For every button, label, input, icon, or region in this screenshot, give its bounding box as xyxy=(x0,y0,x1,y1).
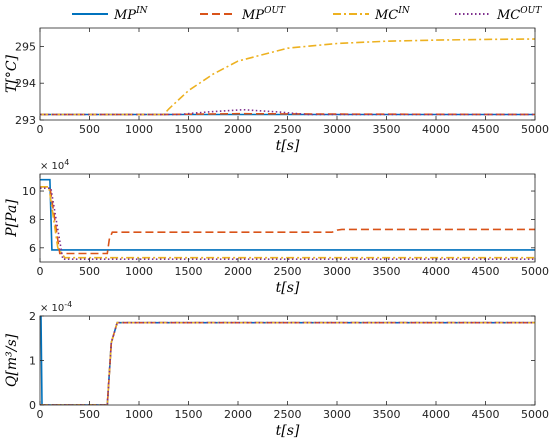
panel-3: 0 500 1000 1500 2000 2500 3000 3500 4000 4500 5000… xyxy=(4,300,549,439)
axes-box xyxy=(39,315,536,406)
y-axis-label: Q[m³/s] xyxy=(4,333,20,387)
x-tick-label: 2000 xyxy=(224,265,252,278)
x-axis-label: t[s] xyxy=(276,280,300,296)
x-tick-label: 1500 xyxy=(175,408,203,421)
series-group xyxy=(40,38,535,116)
x-tick-label: 3500 xyxy=(373,265,401,278)
y-tick-label: 293 xyxy=(15,114,36,127)
x-tick-label: 1500 xyxy=(175,265,203,278)
x-tick-label: 0 xyxy=(37,265,44,278)
x-axis-label: t[s] xyxy=(276,423,300,439)
series-group xyxy=(40,316,535,405)
x-tick-label: 4500 xyxy=(472,265,500,278)
x-tick-label: 4500 xyxy=(472,408,500,421)
x-tick-label: 3500 xyxy=(373,408,401,421)
panels: 0 500 1000 1500 2000 2500 3000 3500 4000 4500 5000… xyxy=(4,27,549,439)
x-tick-label: 4000 xyxy=(422,123,450,136)
y-scale-multiplier: × 104 xyxy=(40,158,69,172)
series-line-mp-in xyxy=(40,178,535,251)
x-tick-label: 2500 xyxy=(274,123,302,136)
series-line-mc-out xyxy=(40,187,535,261)
legend: MPIN MPOUT MCIN MCOUT xyxy=(72,6,542,23)
legend-item-mp-in: MPIN xyxy=(72,6,149,23)
x-tick-label: 3000 xyxy=(323,123,351,136)
legend-item-mc-in: MCIN xyxy=(333,6,411,23)
y-scale-multiplier: × 10-4 xyxy=(40,300,72,314)
series-line-mp-out xyxy=(40,112,535,116)
x-tick-label: 0 xyxy=(37,408,44,421)
legend-label: MCIN xyxy=(374,6,411,23)
series-line-mc-in xyxy=(40,321,535,405)
x-tick-label: 4000 xyxy=(422,408,450,421)
x-tick-label: 5000 xyxy=(521,408,549,421)
legend-label: MCOUT xyxy=(496,6,542,23)
x-axis-label: t[s] xyxy=(276,138,300,154)
x-tick-label: 1000 xyxy=(125,123,153,136)
x-tick-label: 500 xyxy=(79,408,100,421)
legend-label-base: MC xyxy=(496,8,520,23)
y-tick-label: 10 xyxy=(22,185,36,198)
x-tick-label: 2000 xyxy=(224,123,252,136)
legend-label-sup: OUT xyxy=(520,6,542,16)
y-tick-label: 2 xyxy=(29,310,36,323)
x-tick-label: 2000 xyxy=(224,408,252,421)
series-line-mc-in xyxy=(40,186,535,259)
series-group xyxy=(40,178,535,261)
legend-item-mc-out: MCOUT xyxy=(455,6,542,23)
legend-item-mp-out: MPOUT xyxy=(200,6,286,23)
y-axis-label: T[°C] xyxy=(4,54,20,93)
panel-1: 0 500 1000 1500 2000 2500 3000 3500 4000 4500 5000… xyxy=(4,27,549,154)
legend-label-sup: OUT xyxy=(264,6,286,16)
y-tick-label: 295 xyxy=(15,40,36,53)
x-tick-label: 4500 xyxy=(472,123,500,136)
legend-label-base: MP xyxy=(241,8,264,23)
x-tick-label: 4000 xyxy=(422,265,450,278)
series-line-mc-in xyxy=(40,38,535,116)
series-line-mp-out xyxy=(40,186,535,255)
y-tick-label: 0 xyxy=(29,399,36,412)
legend-label-sup: IN xyxy=(135,6,149,16)
x-tick-label: 5000 xyxy=(521,265,549,278)
y-tick-label: 294 xyxy=(15,77,36,90)
y-axis-label: P[Pa] xyxy=(4,199,20,238)
x-tick-label: 2500 xyxy=(274,408,302,421)
x-tick-label: 3000 xyxy=(323,265,351,278)
panel-2: 0 500 1000 1500 2000 2500 3000 3500 4000 4500 5000… xyxy=(4,158,549,296)
legend-label: MPOUT xyxy=(241,6,286,23)
legend-label: MPIN xyxy=(113,6,149,23)
legend-label-sup: IN xyxy=(397,6,411,16)
x-tick-label: 2500 xyxy=(274,265,302,278)
x-tick-label: 3000 xyxy=(323,408,351,421)
x-tick-label: 1000 xyxy=(125,265,153,278)
series-line-mp-in xyxy=(40,316,535,405)
x-tick-label: 0 xyxy=(37,123,44,136)
axes-box xyxy=(39,173,536,263)
y-tick-label: 1 xyxy=(29,355,36,368)
x-tick-label: 500 xyxy=(79,265,100,278)
axes-box xyxy=(39,27,536,121)
legend-label-base: MP xyxy=(113,8,136,23)
x-tick-label: 3500 xyxy=(373,123,401,136)
y-tick-label: 8 xyxy=(29,213,36,226)
y-tick-label: 6 xyxy=(29,242,36,255)
series-line-mp-out xyxy=(40,321,535,405)
x-tick-label: 500 xyxy=(79,123,100,136)
legend-label-base: MC xyxy=(374,8,398,23)
x-tick-label: 1500 xyxy=(175,123,203,136)
x-tick-label: 1000 xyxy=(125,408,153,421)
x-tick-label: 5000 xyxy=(521,123,549,136)
